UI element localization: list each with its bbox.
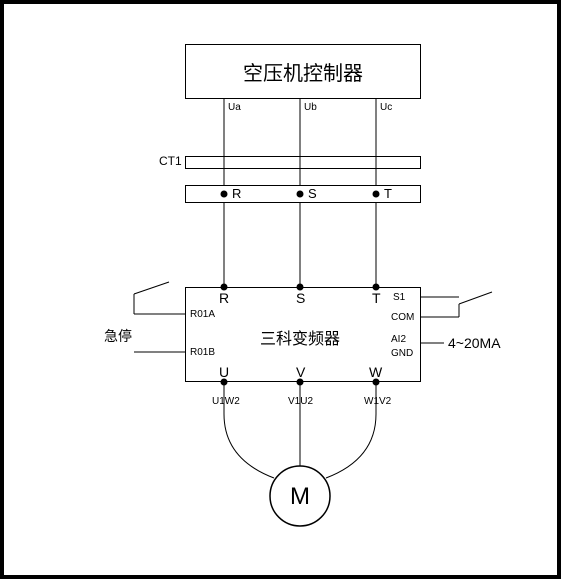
motor-label: M: [290, 483, 310, 510]
diagram-canvas: 空压机控制器 Ua Ub Uc CT1 R S T R S T 三科变频器 R0…: [0, 0, 561, 579]
wiring-svg: M: [4, 4, 557, 575]
